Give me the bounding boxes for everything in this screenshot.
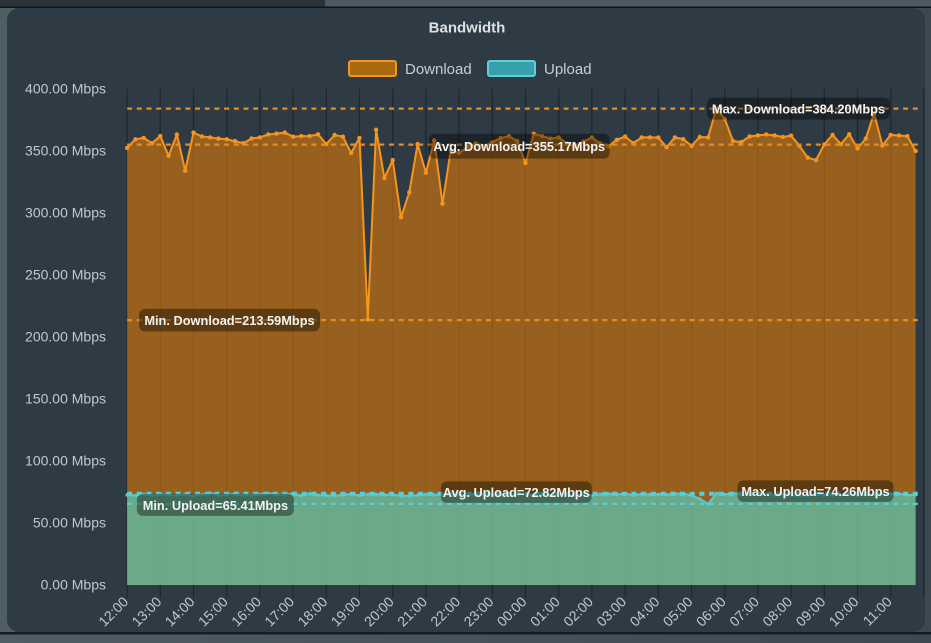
svg-text:100.00 Mbps: 100.00 Mbps	[25, 453, 106, 469]
svg-text:250.00 Mbps: 250.00 Mbps	[25, 267, 106, 283]
svg-text:150.00 Mbps: 150.00 Mbps	[25, 391, 106, 407]
svg-text:Download: Download	[405, 61, 472, 78]
svg-text:Max. Upload=74.26Mbps: Max. Upload=74.26Mbps	[741, 484, 889, 499]
svg-text:400.00 Mbps: 400.00 Mbps	[25, 81, 106, 97]
svg-text:Avg. Upload=72.82Mbps: Avg. Upload=72.82Mbps	[443, 485, 590, 500]
svg-text:350.00 Mbps: 350.00 Mbps	[25, 143, 106, 159]
svg-text:Min. Upload=65.41Mbps: Min. Upload=65.41Mbps	[143, 498, 288, 513]
svg-text:0.00 Mbps: 0.00 Mbps	[41, 577, 106, 593]
svg-text:300.00 Mbps: 300.00 Mbps	[25, 205, 106, 221]
svg-text:Min. Download=213.59Mbps: Min. Download=213.59Mbps	[144, 313, 314, 328]
svg-text:Bandwidth: Bandwidth	[429, 20, 506, 37]
svg-text:50.00 Mbps: 50.00 Mbps	[33, 515, 106, 531]
svg-text:Avg. Download=355.17Mbps: Avg. Download=355.17Mbps	[433, 139, 605, 154]
svg-text:200.00 Mbps: 200.00 Mbps	[25, 329, 106, 345]
svg-text:Max. Download=384.20Mbps: Max. Download=384.20Mbps	[712, 102, 885, 117]
svg-text:Upload: Upload	[544, 61, 592, 78]
